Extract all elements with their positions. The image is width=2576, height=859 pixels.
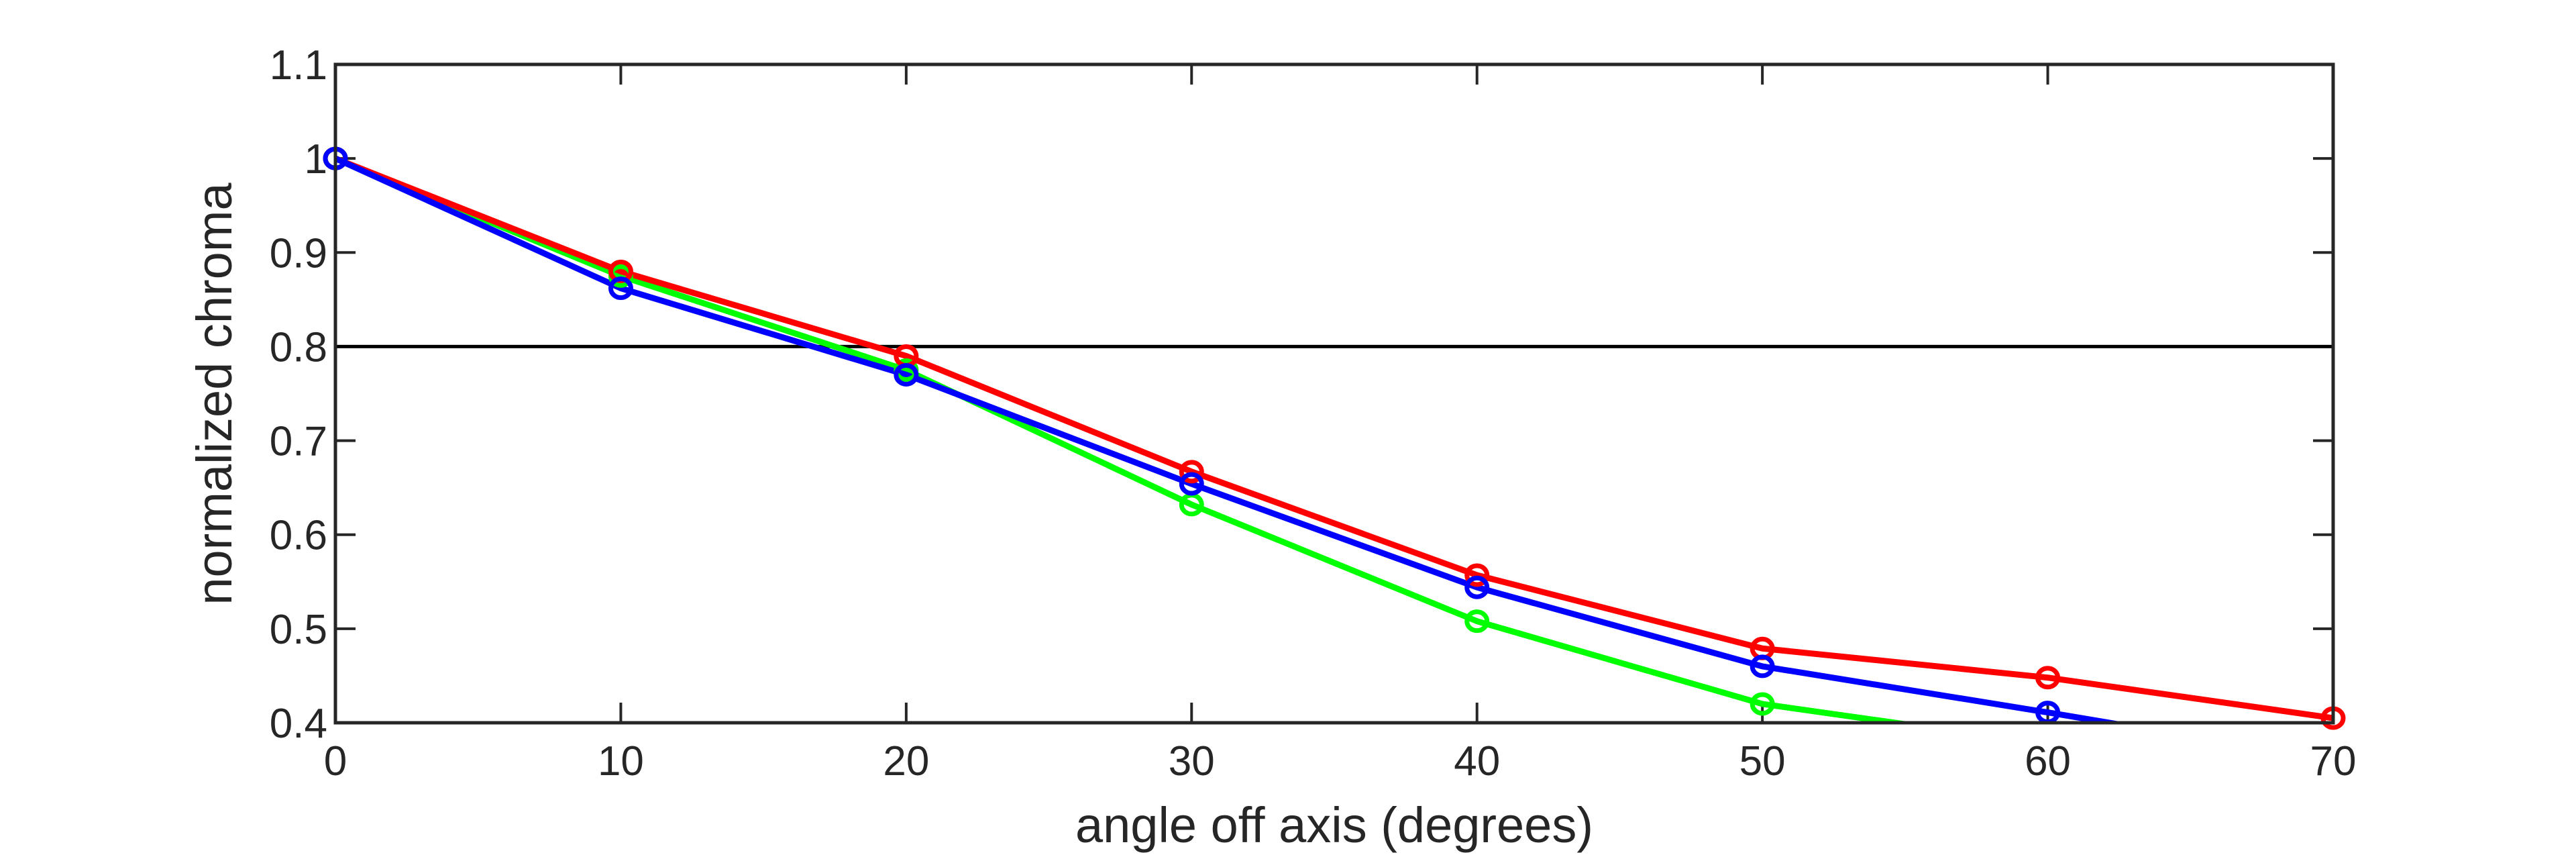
data-point-green <box>1750 692 1775 716</box>
y-tick-label: 0.6 <box>270 513 327 559</box>
y-tick-label: 0.5 <box>270 607 327 653</box>
series-line-green <box>335 155 1917 723</box>
axes-box <box>333 62 2335 725</box>
y-tick-label: 1.1 <box>270 42 327 89</box>
x-tick-label: 10 <box>598 738 644 785</box>
x-tick-label: 40 <box>1454 738 1500 785</box>
y-tick-label: 0.8 <box>270 324 327 370</box>
y-tick-label: 0.7 <box>270 419 327 465</box>
data-point-red <box>1179 460 1204 484</box>
data-point-red <box>1464 563 1490 587</box>
data-point-blue <box>1750 654 1775 678</box>
x-axis-label: angle off axis (degrees) <box>1075 797 1593 853</box>
data-point-blue <box>1464 575 1490 599</box>
data-point-red <box>2035 666 2061 690</box>
x-tick-label: 70 <box>2310 738 2357 785</box>
series-line-red <box>335 155 2333 721</box>
data-point-blue <box>1179 472 1204 496</box>
data-point-blue <box>608 276 633 301</box>
data-point-blue <box>894 362 919 387</box>
x-tick-label: 0 <box>324 738 347 785</box>
y-tick-label: 0.9 <box>270 230 327 276</box>
x-tick-label: 50 <box>1739 738 1786 785</box>
data-point-green <box>1464 609 1490 634</box>
y-axis-label: normalized chroma <box>186 183 242 605</box>
x-tick-label: 60 <box>2025 738 2071 785</box>
series-line-blue <box>335 156 2128 723</box>
x-tick-label: 20 <box>883 738 929 785</box>
x-tick-label: 30 <box>1169 738 1215 785</box>
y-tick-label: 0.4 <box>270 701 327 747</box>
